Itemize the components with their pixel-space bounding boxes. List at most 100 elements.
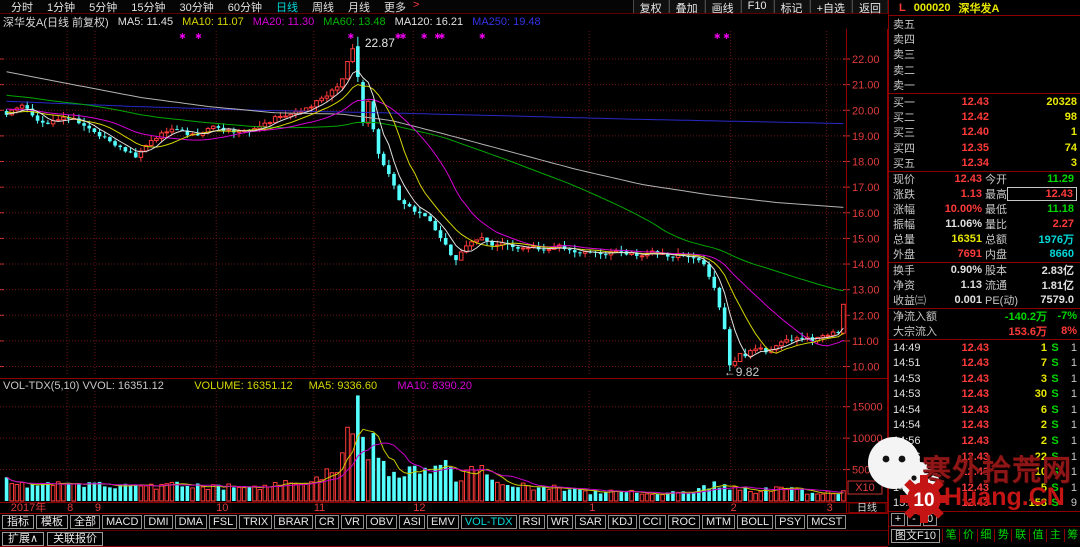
indicator-VOL-TDX[interactable]: VOL-TDX [460, 515, 517, 529]
stats-value: 10.00% [944, 203, 982, 216]
tick-time: 14:56 [893, 434, 921, 447]
svg-text:10000: 10000 [852, 433, 883, 445]
zoom-control-0[interactable]: 0 [923, 512, 937, 526]
indicator-EMV[interactable]: EMV [426, 515, 459, 529]
more-arrow-icon[interactable]: > [413, 0, 420, 11]
period-tab-15分钟[interactable]: 15分钟 [131, 1, 166, 14]
tick-price: 12.43 [961, 357, 989, 370]
book-price: 12.34 [961, 157, 989, 170]
toolbar-button-F10[interactable]: F10 [740, 0, 774, 13]
toolbar-button-返回[interactable]: 返回 [852, 0, 888, 15]
indicator-MCST[interactable]: MCST [807, 515, 847, 529]
tick-time: 14:53 [893, 388, 921, 401]
tick-row[interactable]: 14:56 12.43 22 S 1 [889, 449, 1080, 465]
flow-label: 净流入额 [893, 311, 937, 324]
tick-count: 1 [1070, 388, 1077, 401]
toolbar-button-+自选[interactable]: +自选 [809, 0, 852, 15]
stats-label: 总额 [985, 234, 1007, 247]
period-tab-分时[interactable]: 分时 [11, 1, 33, 14]
tick-trade-list[interactable]: 14:49 12.43 1 S 1 14:51 12.43 7 S 1 14:53 12.43 3 S 1 1… [889, 338, 1080, 511]
tick-row[interactable]: 14:54 12.43 6 S 1 [889, 402, 1080, 418]
indicator-WR[interactable]: WR [546, 515, 574, 529]
indicator-RSI[interactable]: RSI [518, 515, 545, 529]
tick-row[interactable]: 14:49 12.43 1 S 1 [889, 340, 1080, 356]
tick-direction: S [1051, 434, 1059, 447]
indicator-CR[interactable]: CR [314, 515, 339, 529]
stats-value: 16351 [951, 233, 982, 246]
zoom-control-+[interactable]: + [891, 512, 905, 526]
mini-tab-价[interactable]: 价 [959, 529, 976, 542]
period-tab-5分钟[interactable]: 5分钟 [89, 1, 118, 14]
mini-tab-筹[interactable]: 筹 [1063, 529, 1080, 542]
indicator-FSL[interactable]: FSL [209, 515, 238, 529]
toolbar-buttons: 复权 叠加 画线 F10 标记 +自选 返回 [632, 0, 888, 15]
tick-row[interactable]: 14:56 12.43 2 S 1 [889, 433, 1080, 449]
mini-tab-细[interactable]: 细 [976, 529, 994, 542]
indicator-bar: 指标 模板 全部 MACD DMI DMA FSL TRIX BRAR CR VR OBV ASI EMV… [0, 513, 888, 530]
period-tab-月线[interactable]: 月线 [348, 1, 370, 14]
period-tab-周线[interactable]: 周线 [312, 1, 334, 14]
mini-tab-主[interactable]: 主 [1046, 529, 1063, 542]
tick-row[interactable]: 14:53 12.43 30 S 1 [889, 387, 1080, 403]
mini-tab-联[interactable]: 联 [1011, 529, 1028, 542]
mini-tab-笔[interactable]: 笔 [941, 529, 959, 542]
f10-button[interactable]: 图文F10 [891, 528, 940, 543]
indicator-CCI[interactable]: CCI [638, 515, 666, 529]
ma-legend: MA5: 11.45 MA10: 11.07 MA20: 11.30 MA60: 13… [118, 16, 550, 28]
candlestick-chart[interactable]: 22.00 21.00 20.00 19.00 18.00 17.00 16.00 15.00… [0, 29, 888, 513]
tick-price: 12.43 [961, 403, 989, 416]
period-tab-日线[interactable]: 日线 [276, 1, 298, 14]
period-tab-1分钟[interactable]: 1分钟 [47, 1, 76, 14]
indicator-BRAR[interactable]: BRAR [274, 515, 313, 529]
tick-row[interactable]: 14:53 12.43 3 S 1 [889, 371, 1080, 387]
toolbar-button-叠加[interactable]: 叠加 [668, 0, 705, 15]
book-label: 卖五 [893, 18, 915, 31]
mini-tab-势[interactable]: 势 [994, 529, 1011, 542]
book-price: 12.43 [961, 95, 989, 108]
ma-legend-item: MA10: 11.07 [182, 15, 244, 28]
svg-text:12.00: 12.00 [852, 310, 880, 322]
mini-tab-值[interactable]: 值 [1028, 529, 1046, 542]
indicator-KDJ[interactable]: KDJ [607, 515, 637, 529]
period-tab-30分钟[interactable]: 30分钟 [179, 1, 214, 14]
book-volume: 3 [1070, 157, 1077, 170]
stats-value: 11.18 [1047, 203, 1074, 216]
indicator-OBV[interactable]: OBV [366, 515, 398, 529]
toolbar-button-画线[interactable]: 画线 [704, 0, 741, 15]
indicator-ASI[interactable]: ASI [399, 515, 425, 529]
stats-cell: 换手 0.90% [893, 262, 985, 278]
indicator-BOLL[interactable]: BOLL [737, 515, 774, 529]
tick-row[interactable]: 15:00 12.43 158 S 9 [889, 495, 1080, 511]
tick-row[interactable]: 14:56 12.43 10 S 1 [889, 464, 1080, 480]
tick-row[interactable]: 14:54 12.43 2 S 1 [889, 418, 1080, 434]
tick-price: 12.43 [961, 466, 989, 479]
linked-quote-button[interactable]: 关联报价 [47, 531, 104, 546]
stats-label: 流通 [985, 280, 1007, 293]
toolbar-button-标记[interactable]: 标记 [773, 0, 810, 15]
indicator-tab-模板[interactable]: 模板 [36, 515, 68, 529]
sell-row: 卖三 [889, 47, 1080, 62]
period-tab-60分钟[interactable]: 60分钟 [227, 1, 262, 14]
expand-button[interactable]: 扩展∧ [2, 531, 45, 546]
tick-row[interactable]: 14:57 12.43 5 S 1 [889, 480, 1080, 496]
indicator-PSY[interactable]: PSY [775, 515, 806, 529]
indicator-VR[interactable]: VR [340, 515, 364, 529]
zoom-control--[interactable]: - [907, 512, 921, 526]
indicator-MACD[interactable]: MACD [102, 515, 143, 529]
stats-cell: 流通 1.81亿 [985, 277, 1077, 293]
toolbar-button-复权[interactable]: 复权 [632, 0, 669, 15]
period-tab-更多[interactable]: 更多 [384, 1, 406, 14]
stats-label: 涨幅 [893, 204, 915, 217]
indicator-ROC[interactable]: ROC [667, 515, 700, 529]
indicator-tab-指标[interactable]: 指标 [2, 515, 34, 529]
indicator-TRIX[interactable]: TRIX [239, 515, 273, 529]
indicator-SAR[interactable]: SAR [575, 515, 606, 529]
indicator-DMA[interactable]: DMA [174, 515, 208, 529]
tick-price: 12.43 [961, 434, 989, 447]
tick-count: 1 [1070, 466, 1077, 479]
tick-count: 1 [1070, 372, 1077, 385]
indicator-DMI[interactable]: DMI [144, 515, 173, 529]
tick-row[interactable]: 14:51 12.43 7 S 1 [889, 355, 1080, 371]
indicator-全部[interactable]: 全部 [70, 515, 100, 529]
indicator-MTM[interactable]: MTM [701, 515, 736, 529]
